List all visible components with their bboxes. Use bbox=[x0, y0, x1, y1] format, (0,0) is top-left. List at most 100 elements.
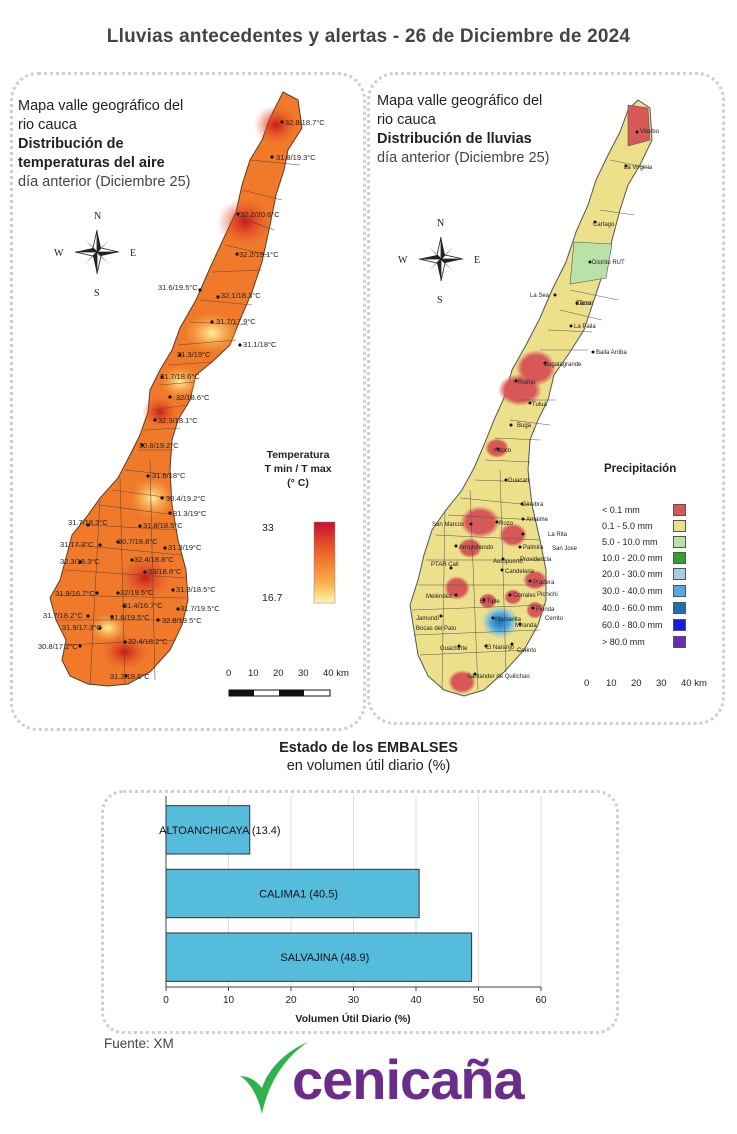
station-label: 31.7/18.3°C bbox=[68, 518, 108, 527]
rain-zone-north bbox=[627, 104, 651, 147]
chart-bar bbox=[165, 805, 251, 855]
legend-swatch bbox=[673, 619, 686, 631]
scale-bar-left bbox=[228, 689, 331, 697]
place-label: San Jose bbox=[552, 546, 578, 552]
legend-label: 10.0 - 20.0 mm bbox=[602, 553, 663, 563]
chart-bar bbox=[165, 868, 420, 919]
place-label: Bugalagrande bbox=[544, 362, 582, 368]
station-label: 32.4/18.8°C bbox=[134, 555, 174, 564]
station-label: 31.3/19°C bbox=[168, 543, 202, 552]
rainfall-place-labels: Viterbo La Virginia Cartago Distrito RUT… bbox=[416, 129, 660, 680]
source-note: Fuente: XM bbox=[104, 1036, 174, 1051]
station-label: 31.8/18.5°C bbox=[143, 521, 183, 530]
station-label: 30.4/19.2°C bbox=[166, 494, 206, 503]
station-label: 31.6/19.5°C bbox=[158, 283, 198, 292]
place-label: Miranda bbox=[515, 623, 537, 629]
place-label: Zarzal bbox=[576, 301, 593, 307]
temp-legend-line-2: T min / T max bbox=[264, 463, 332, 475]
legend-swatch bbox=[673, 536, 686, 548]
temperature-polygons bbox=[56, 159, 301, 686]
legend-label: 5.0 - 10.0 mm bbox=[602, 537, 658, 547]
reservoirs-chart-frame bbox=[101, 790, 619, 1034]
place-label: San Marcos bbox=[432, 522, 464, 528]
station-label: 31.8/18.5°C bbox=[176, 585, 216, 594]
compass-icon bbox=[74, 229, 120, 275]
chart-x-tick-label: 30 bbox=[348, 995, 360, 1006]
legend-swatch bbox=[673, 602, 686, 614]
station-label: 32.3/18.1°C bbox=[158, 416, 198, 425]
legend-label: 0.1 - 5.0 mm bbox=[602, 521, 653, 531]
place-label: Riofrio bbox=[518, 380, 536, 386]
place-label: Toro bbox=[579, 301, 591, 307]
place-label: Cerrito bbox=[545, 616, 564, 622]
compass-n: N bbox=[437, 218, 444, 229]
chart-x-axis-label: Volumen Útil Diario (%) bbox=[295, 1012, 410, 1025]
chart-x-tick-label: 40 bbox=[410, 995, 422, 1006]
station-label: 32/19.5°C bbox=[120, 588, 154, 597]
place-label: El Tiple bbox=[480, 599, 500, 605]
chart-bar-label: SALVAJINA (48.9) bbox=[280, 952, 369, 964]
station-label: 32.4/18.2°C bbox=[128, 637, 168, 646]
station-label: 31.7/18.6°C bbox=[160, 372, 200, 381]
temp-title-line-1: Mapa valle geográfico del bbox=[18, 98, 184, 114]
station-label: 31.6/19.5°C bbox=[110, 613, 150, 622]
temperature-map-title: Mapa valle geográfico del rio cauca Dist… bbox=[18, 97, 190, 192]
compass-s: S bbox=[437, 295, 443, 306]
legend-label: > 80.0 mm bbox=[602, 637, 645, 647]
station-label: 31/17.3°C bbox=[60, 540, 94, 549]
station-label: 31.7/17.9°C bbox=[216, 317, 256, 326]
place-label: Ginebra bbox=[522, 502, 544, 508]
chart-bar bbox=[165, 932, 473, 982]
legend-label: 60.0 - 80.0 mm bbox=[602, 620, 663, 630]
temperature-station-labels: 32.8/18.7°C 31.8/19.3°C 32.2/20.6°C 32.2… bbox=[38, 118, 325, 681]
place-label: Aeropuerto bbox=[493, 559, 523, 565]
temp-subtitle: día anterior (Diciembre 25) bbox=[18, 174, 191, 190]
compass-e: E bbox=[474, 255, 480, 266]
station-label: 31.2/18.6°C bbox=[110, 672, 150, 681]
cenicana-logo-icon bbox=[240, 1042, 308, 1114]
place-label: Jamundí bbox=[416, 616, 439, 622]
place-label: Manuelita bbox=[495, 617, 522, 623]
chart-x-tick-label: 20 bbox=[285, 995, 297, 1006]
legend-swatch bbox=[673, 568, 686, 580]
station-label: 31.7/19.5°C bbox=[180, 604, 220, 613]
legend-swatch bbox=[673, 520, 686, 532]
place-label: Tulua bbox=[532, 402, 547, 408]
chart-x-tick-label: 50 bbox=[473, 995, 485, 1006]
legend-swatch bbox=[673, 636, 686, 648]
station-label: 30.8/19.2°C bbox=[139, 441, 179, 450]
station-label: 32.8/19.5°C bbox=[162, 616, 202, 625]
place-label: Guacari bbox=[508, 478, 529, 484]
place-label: Candelaria bbox=[505, 569, 535, 575]
place-label: PTAR Cali bbox=[431, 562, 459, 568]
station-label: 32.8/18.7°C bbox=[285, 118, 325, 127]
chart-x-tick-label: 60 bbox=[535, 995, 547, 1006]
temperature-legend-max: 33 bbox=[262, 522, 274, 534]
scale-left-0: 0 bbox=[226, 668, 232, 679]
rainfall-polygons bbox=[411, 159, 649, 691]
station-label: 31.8/19.3°C bbox=[276, 153, 316, 162]
legend-label: < 0.1 mm bbox=[602, 505, 640, 515]
place-label: Arroyohondo bbox=[459, 545, 494, 551]
chart-bar-label: CALIMA1 (40.5) bbox=[259, 889, 338, 901]
rain-title-line-1: Mapa valle geográfico del bbox=[377, 93, 543, 109]
place-label: Buga bbox=[517, 423, 532, 429]
station-label: 31.4/16.7°C bbox=[123, 601, 163, 610]
station-label: 32/18.6°C bbox=[176, 393, 210, 402]
page-title: Lluvias antecedentes y alertas - 26 de D… bbox=[106, 26, 631, 47]
place-label: Distrito RUT bbox=[592, 260, 625, 266]
place-label: Meléndez bbox=[426, 594, 452, 600]
place-label: Rozo bbox=[499, 521, 514, 527]
compass-w: W bbox=[398, 255, 408, 266]
precipitation-legend-title: Precipitación bbox=[604, 463, 677, 475]
scale-left-30: 30 bbox=[298, 668, 309, 679]
temperature-legend-min: 16.7 bbox=[262, 592, 283, 604]
station-label: 32.2/19.1°C bbox=[239, 250, 279, 259]
station-label: 32.1/18.3°C bbox=[221, 291, 261, 300]
legend-swatch bbox=[673, 504, 686, 516]
temperature-stations bbox=[78, 120, 284, 678]
place-label: Baila Arriba bbox=[596, 350, 627, 356]
temp-title-line-2: rio cauca bbox=[18, 117, 77, 133]
legend-label: 30.0 - 40.0 mm bbox=[602, 586, 663, 596]
legend-label: 20.0 - 30.0 mm bbox=[602, 569, 663, 579]
